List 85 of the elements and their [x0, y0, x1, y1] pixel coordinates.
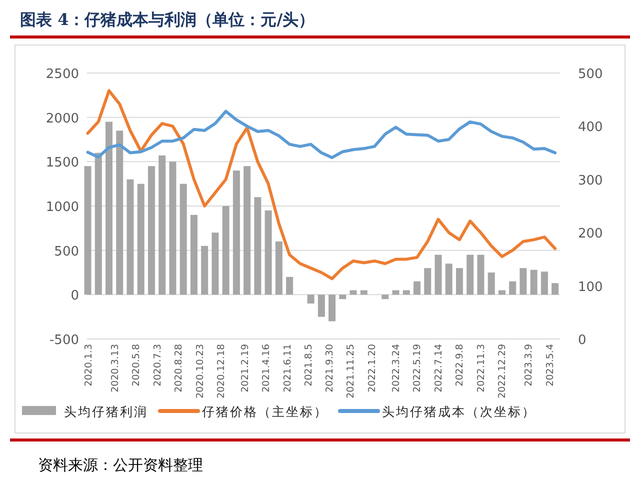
bar	[445, 264, 452, 295]
y-tick-label: 2500	[46, 67, 79, 82]
legend-label: 头均仔猪成本（次坐标）	[382, 404, 536, 419]
bar	[466, 254, 474, 295]
y-tick-label: 500	[54, 244, 79, 260]
y-tick-label: -500	[49, 333, 79, 348]
x-tick-label: 2020.7.3	[152, 344, 164, 386]
bar	[254, 197, 262, 295]
bar	[434, 254, 442, 295]
bar	[94, 152, 102, 295]
text: 资料来源：公开资料整理	[38, 456, 203, 474]
bar	[498, 290, 506, 295]
x-tick-label: 2023.5.4	[544, 344, 556, 386]
bar	[530, 270, 538, 295]
bar	[212, 232, 219, 295]
bar	[244, 166, 251, 295]
x-tick-label: 2020.5.8	[131, 344, 142, 386]
bar	[222, 206, 230, 295]
bar	[190, 214, 198, 295]
bar	[126, 179, 134, 295]
y2-tick-label: 100	[578, 280, 603, 295]
bar	[286, 276, 294, 295]
bar	[552, 283, 559, 295]
bar	[148, 166, 155, 295]
bar	[424, 268, 432, 295]
x-tick-label: 2021.4.16	[261, 344, 272, 392]
x-tick-label: 2020.10.23	[194, 344, 206, 398]
x-tick-label: 2022.1.20	[366, 344, 378, 392]
y-tick-label: 1500	[46, 156, 79, 171]
bar	[307, 294, 314, 304]
y2-tick-label: 0	[578, 333, 586, 348]
x-tick-label: 2020.3.13	[110, 344, 121, 392]
y2-tick-label: 400	[578, 120, 603, 136]
bar	[169, 162, 176, 295]
y2-tick-label: 200	[578, 226, 603, 242]
bar	[275, 241, 282, 295]
y-tick-label: 2000	[46, 111, 79, 126]
x-tick-label: 2022.11.3	[476, 344, 487, 392]
x-tick-label: 2022.3.24	[390, 344, 402, 392]
bar	[402, 290, 410, 295]
bar	[106, 122, 112, 295]
x-tick-label: 2022.12.29	[497, 344, 508, 398]
x-tick-label: 2020.12.18	[216, 344, 228, 398]
line-series	[86, 89, 557, 280]
bar	[350, 290, 357, 295]
y-tick-label: 1000	[46, 200, 79, 215]
y-tick-label: 0	[70, 288, 79, 304]
bar	[137, 184, 144, 295]
chart-title: 图表 4：仔猪成本与利润（单位：元/头）	[20, 10, 315, 29]
bar	[180, 184, 187, 295]
bar	[339, 294, 346, 300]
bar	[382, 294, 389, 300]
x-tick-label: 2021.6.11	[282, 344, 294, 392]
bar	[540, 272, 548, 295]
x-tick-label: 2022.9.8	[454, 344, 466, 386]
bar	[116, 130, 124, 295]
bar	[318, 294, 325, 317]
bar	[477, 254, 484, 295]
bar	[360, 290, 368, 295]
legend-label: 仔猪价格（主坐标）	[202, 404, 328, 419]
bar	[509, 281, 516, 295]
bar	[520, 268, 527, 295]
line-series	[86, 110, 557, 160]
bar	[328, 294, 336, 322]
bar	[392, 290, 400, 295]
x-tick-label: 2022.7.14	[433, 344, 444, 392]
bar	[232, 170, 240, 295]
x-tick-label: 2022.5.19	[412, 344, 424, 392]
x-tick-label: 2021.9.30	[324, 344, 336, 392]
bar	[488, 272, 495, 295]
x-tick-label: 2020.8.28	[174, 344, 185, 392]
legend-label: 头均仔猪利润	[64, 404, 148, 419]
bar	[158, 155, 166, 295]
x-tick-label: 2021.8.5	[303, 344, 314, 386]
y2-tick-label: 500	[578, 67, 603, 82]
x-tick-label: 2023.3.9	[524, 344, 535, 386]
x-tick-label: 2021.2.19	[240, 344, 251, 392]
x-tick-label: 2020.1.3	[83, 344, 94, 386]
bar	[201, 246, 208, 295]
bar	[456, 268, 463, 295]
y2-tick-label: 300	[578, 173, 603, 188]
bar	[414, 281, 420, 295]
bar	[264, 210, 272, 295]
bar	[84, 166, 92, 295]
x-tick-label: 2021.11.25	[346, 344, 357, 398]
